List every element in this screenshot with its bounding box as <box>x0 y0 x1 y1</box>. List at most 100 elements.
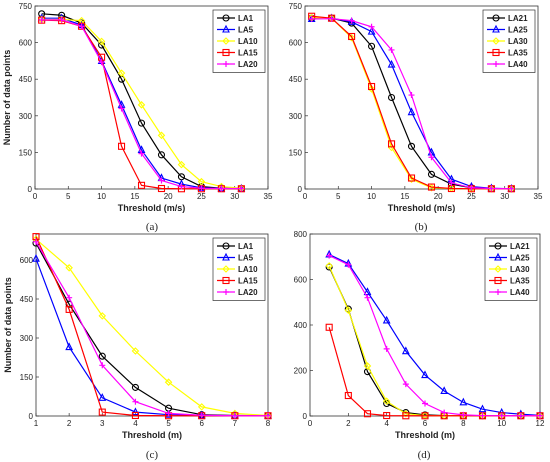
data-point <box>344 306 353 314</box>
y-tick-label: 300 <box>19 112 33 121</box>
data-point <box>265 412 271 419</box>
data-point <box>65 264 73 272</box>
data-point <box>388 46 395 53</box>
series-LA20 <box>38 16 245 192</box>
data-point <box>368 42 376 50</box>
data-point <box>517 412 524 419</box>
series-line <box>328 255 540 417</box>
data-point <box>118 105 125 112</box>
data-point <box>498 412 505 419</box>
legend-label: LA30 <box>508 37 528 46</box>
x-tick-label: 10 <box>367 192 376 201</box>
panel-caption: (b) <box>415 221 428 233</box>
data-point <box>38 16 45 23</box>
x-tick-label: 5 <box>166 419 171 428</box>
x-tick-label: 3 <box>100 419 105 428</box>
data-point <box>99 362 106 369</box>
legend-label: LA25 <box>510 254 530 263</box>
data-point <box>363 410 372 418</box>
panel-caption: (c) <box>146 449 159 461</box>
data-point <box>198 412 205 419</box>
series-LA10 <box>32 235 272 420</box>
data-point <box>427 183 436 191</box>
chart-panel-3: 0 2 4 6 8 10 12 0 200 400 600 800 Threshold (m) (d) LA… <box>294 230 545 461</box>
x-tick-label: 8 <box>266 419 271 428</box>
legend-label: LA10 <box>238 37 258 46</box>
data-point <box>421 412 429 420</box>
data-point <box>157 151 166 159</box>
y-tick-label: 450 <box>289 75 303 84</box>
x-tick-label: 2 <box>67 419 72 428</box>
data-point <box>407 174 416 182</box>
series-line <box>41 18 242 189</box>
x-tick-label: 20 <box>164 192 173 201</box>
x-tick-label: 15 <box>130 192 139 201</box>
y-tick-label: 600 <box>20 256 34 265</box>
data-point <box>66 294 73 301</box>
legend-marker <box>222 252 230 261</box>
y-axis-label: Number of data points <box>3 277 13 373</box>
y-tick-label: 150 <box>19 148 33 157</box>
data-point <box>197 403 206 411</box>
x-tick-label: 20 <box>434 192 443 201</box>
data-point <box>308 15 315 22</box>
y-tick-label: 0 <box>303 412 308 421</box>
data-point <box>157 184 166 193</box>
data-point <box>328 15 335 22</box>
panel-caption: (d) <box>418 449 431 461</box>
legend-label: LA5 <box>238 254 254 263</box>
legend-marker <box>492 24 500 33</box>
y-tick-label: 800 <box>294 230 308 239</box>
data-point <box>65 305 73 313</box>
y-tick-label: 300 <box>289 112 303 121</box>
data-point <box>325 323 333 331</box>
x-tick-label: 0 <box>303 192 308 201</box>
x-tick-label: 10 <box>497 419 506 428</box>
data-point <box>383 345 390 352</box>
x-axis-label: Threshold (m/s) <box>118 203 186 213</box>
chart-panel-2: 1 2 3 4 5 6 7 8 0 150 300 450 600 Threshold (m) Number… <box>3 233 272 461</box>
data-point <box>231 412 238 419</box>
x-tick-label: 4 <box>384 419 389 428</box>
legend-label: LA21 <box>508 14 528 23</box>
data-point <box>427 170 436 178</box>
x-tick-label: 7 <box>233 419 238 428</box>
data-point <box>131 347 140 355</box>
data-point <box>137 119 146 127</box>
data-point <box>348 17 355 24</box>
data-point <box>383 411 391 420</box>
data-point <box>344 305 352 313</box>
data-point <box>402 412 410 420</box>
legend-marker <box>493 61 499 67</box>
series-LA40 <box>326 252 543 419</box>
y-tick-label: 150 <box>289 148 303 157</box>
data-point <box>478 404 487 413</box>
legend-label: LA40 <box>510 288 530 297</box>
y-tick-label: 200 <box>294 367 308 376</box>
data-point <box>421 370 429 379</box>
legend-label: LA1 <box>238 242 254 251</box>
legend-marker <box>222 24 230 33</box>
y-tick-label: 600 <box>289 39 303 48</box>
x-tick-label: 15 <box>400 192 409 201</box>
y-tick-label: 150 <box>20 373 34 382</box>
data-point <box>364 294 371 301</box>
data-point <box>177 160 186 169</box>
x-tick-label: 25 <box>197 192 206 201</box>
data-point <box>164 409 173 418</box>
data-point <box>402 381 409 388</box>
data-point <box>387 93 396 102</box>
legend-marker <box>222 265 230 273</box>
data-point <box>117 142 126 150</box>
data-point <box>460 411 467 418</box>
data-point <box>98 408 106 416</box>
data-point <box>131 411 139 420</box>
data-point <box>165 410 172 417</box>
y-tick-label: 450 <box>20 295 34 304</box>
data-point <box>348 32 356 41</box>
x-tick-label: 30 <box>500 192 509 201</box>
data-point <box>479 412 486 419</box>
y-tick-label: 400 <box>294 321 308 330</box>
data-point <box>65 342 74 351</box>
legend-marker <box>492 37 500 45</box>
